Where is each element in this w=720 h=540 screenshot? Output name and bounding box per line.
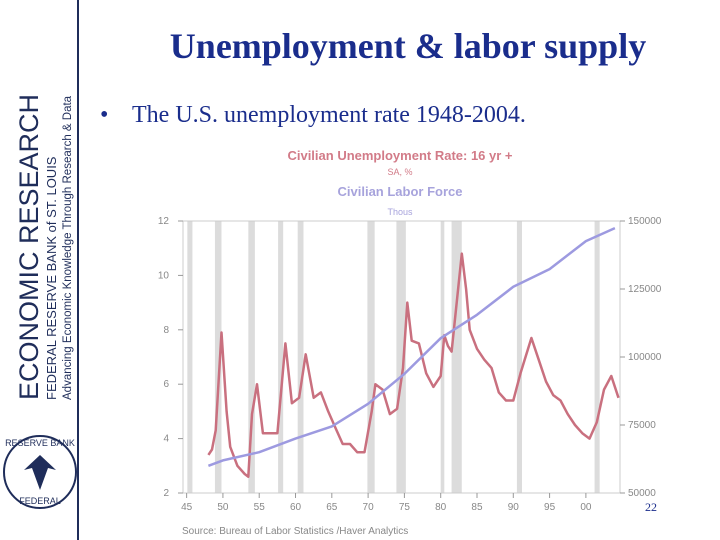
- x-tick-label: 90: [508, 502, 520, 513]
- y-tick-label: 6: [163, 379, 169, 390]
- seal-eagle: [24, 455, 56, 490]
- recession-band: [278, 221, 284, 493]
- recession-band: [396, 221, 406, 493]
- sidebar-bank: FEDERAL RESERVE BANK of ST. LOUIS: [44, 156, 59, 400]
- y-tick-label: 4: [163, 434, 169, 445]
- x-tick-label: 55: [254, 502, 266, 513]
- y-tick-label: 2: [163, 488, 169, 499]
- y2-tick-label: 125000: [628, 284, 662, 295]
- y2-tick-label: 75000: [628, 420, 656, 431]
- x-tick-label: 75: [399, 502, 411, 513]
- sidebar-tagline: Advancing Economic Knowledge Through Res…: [62, 95, 74, 400]
- recession-band: [516, 221, 523, 493]
- seal-bottom: FEDERAL: [19, 496, 61, 506]
- recession-band: [214, 221, 222, 493]
- series-line: [207, 252, 620, 478]
- y2-tick-label: 100000: [628, 352, 662, 363]
- x-tick-label: 95: [544, 502, 556, 513]
- recession-band: [297, 221, 304, 493]
- x-tick-label: 00: [580, 502, 592, 513]
- source: Source: Bureau of Labor Statistics /Have…: [182, 526, 408, 537]
- y2-tick-label: 150000: [628, 216, 662, 227]
- y-tick-label: 8: [163, 325, 169, 336]
- y-tick-label: 12: [158, 216, 170, 227]
- x-tick-label: 85: [471, 502, 483, 513]
- recession-band: [248, 221, 255, 493]
- recession-band: [187, 221, 193, 493]
- x-tick-label: 70: [363, 502, 375, 513]
- series-1-name: Civilian Labor Force: [338, 184, 463, 199]
- seal: [3, 435, 77, 509]
- plot: 2 4 6 8 10 12 50000 75000 100000 125000 150000 45 50…: [158, 216, 662, 513]
- recession-band: [451, 221, 462, 493]
- y2-tick-label: 50000: [628, 488, 656, 499]
- x-tick-label: 45: [181, 502, 193, 513]
- slide-title: Unemployment & labor supply: [170, 26, 646, 66]
- sidebar-main: ECONOMIC RESEARCH: [14, 94, 44, 400]
- series-0-name: Civilian Unemployment Rate: 16 yr +: [287, 148, 512, 163]
- y-tick-label: 10: [158, 270, 170, 281]
- x-tick-label: 60: [290, 502, 302, 513]
- sidebar: [0, 0, 78, 540]
- bullet-dot: •: [100, 102, 108, 128]
- series-line: [207, 226, 616, 467]
- series-1-units: Thous: [387, 207, 413, 217]
- recession-band: [367, 221, 375, 493]
- page-number: 22: [645, 500, 657, 514]
- seal-top: RESERVE BANK: [5, 438, 75, 448]
- recession-band: [594, 221, 600, 493]
- x-tick-label: 65: [326, 502, 338, 513]
- bullet-text: The U.S. unemployment rate 1948-2004.: [132, 102, 526, 128]
- x-tick-label: 80: [435, 502, 447, 513]
- x-tick-label: 50: [217, 502, 229, 513]
- series-0-units: SA, %: [387, 167, 412, 177]
